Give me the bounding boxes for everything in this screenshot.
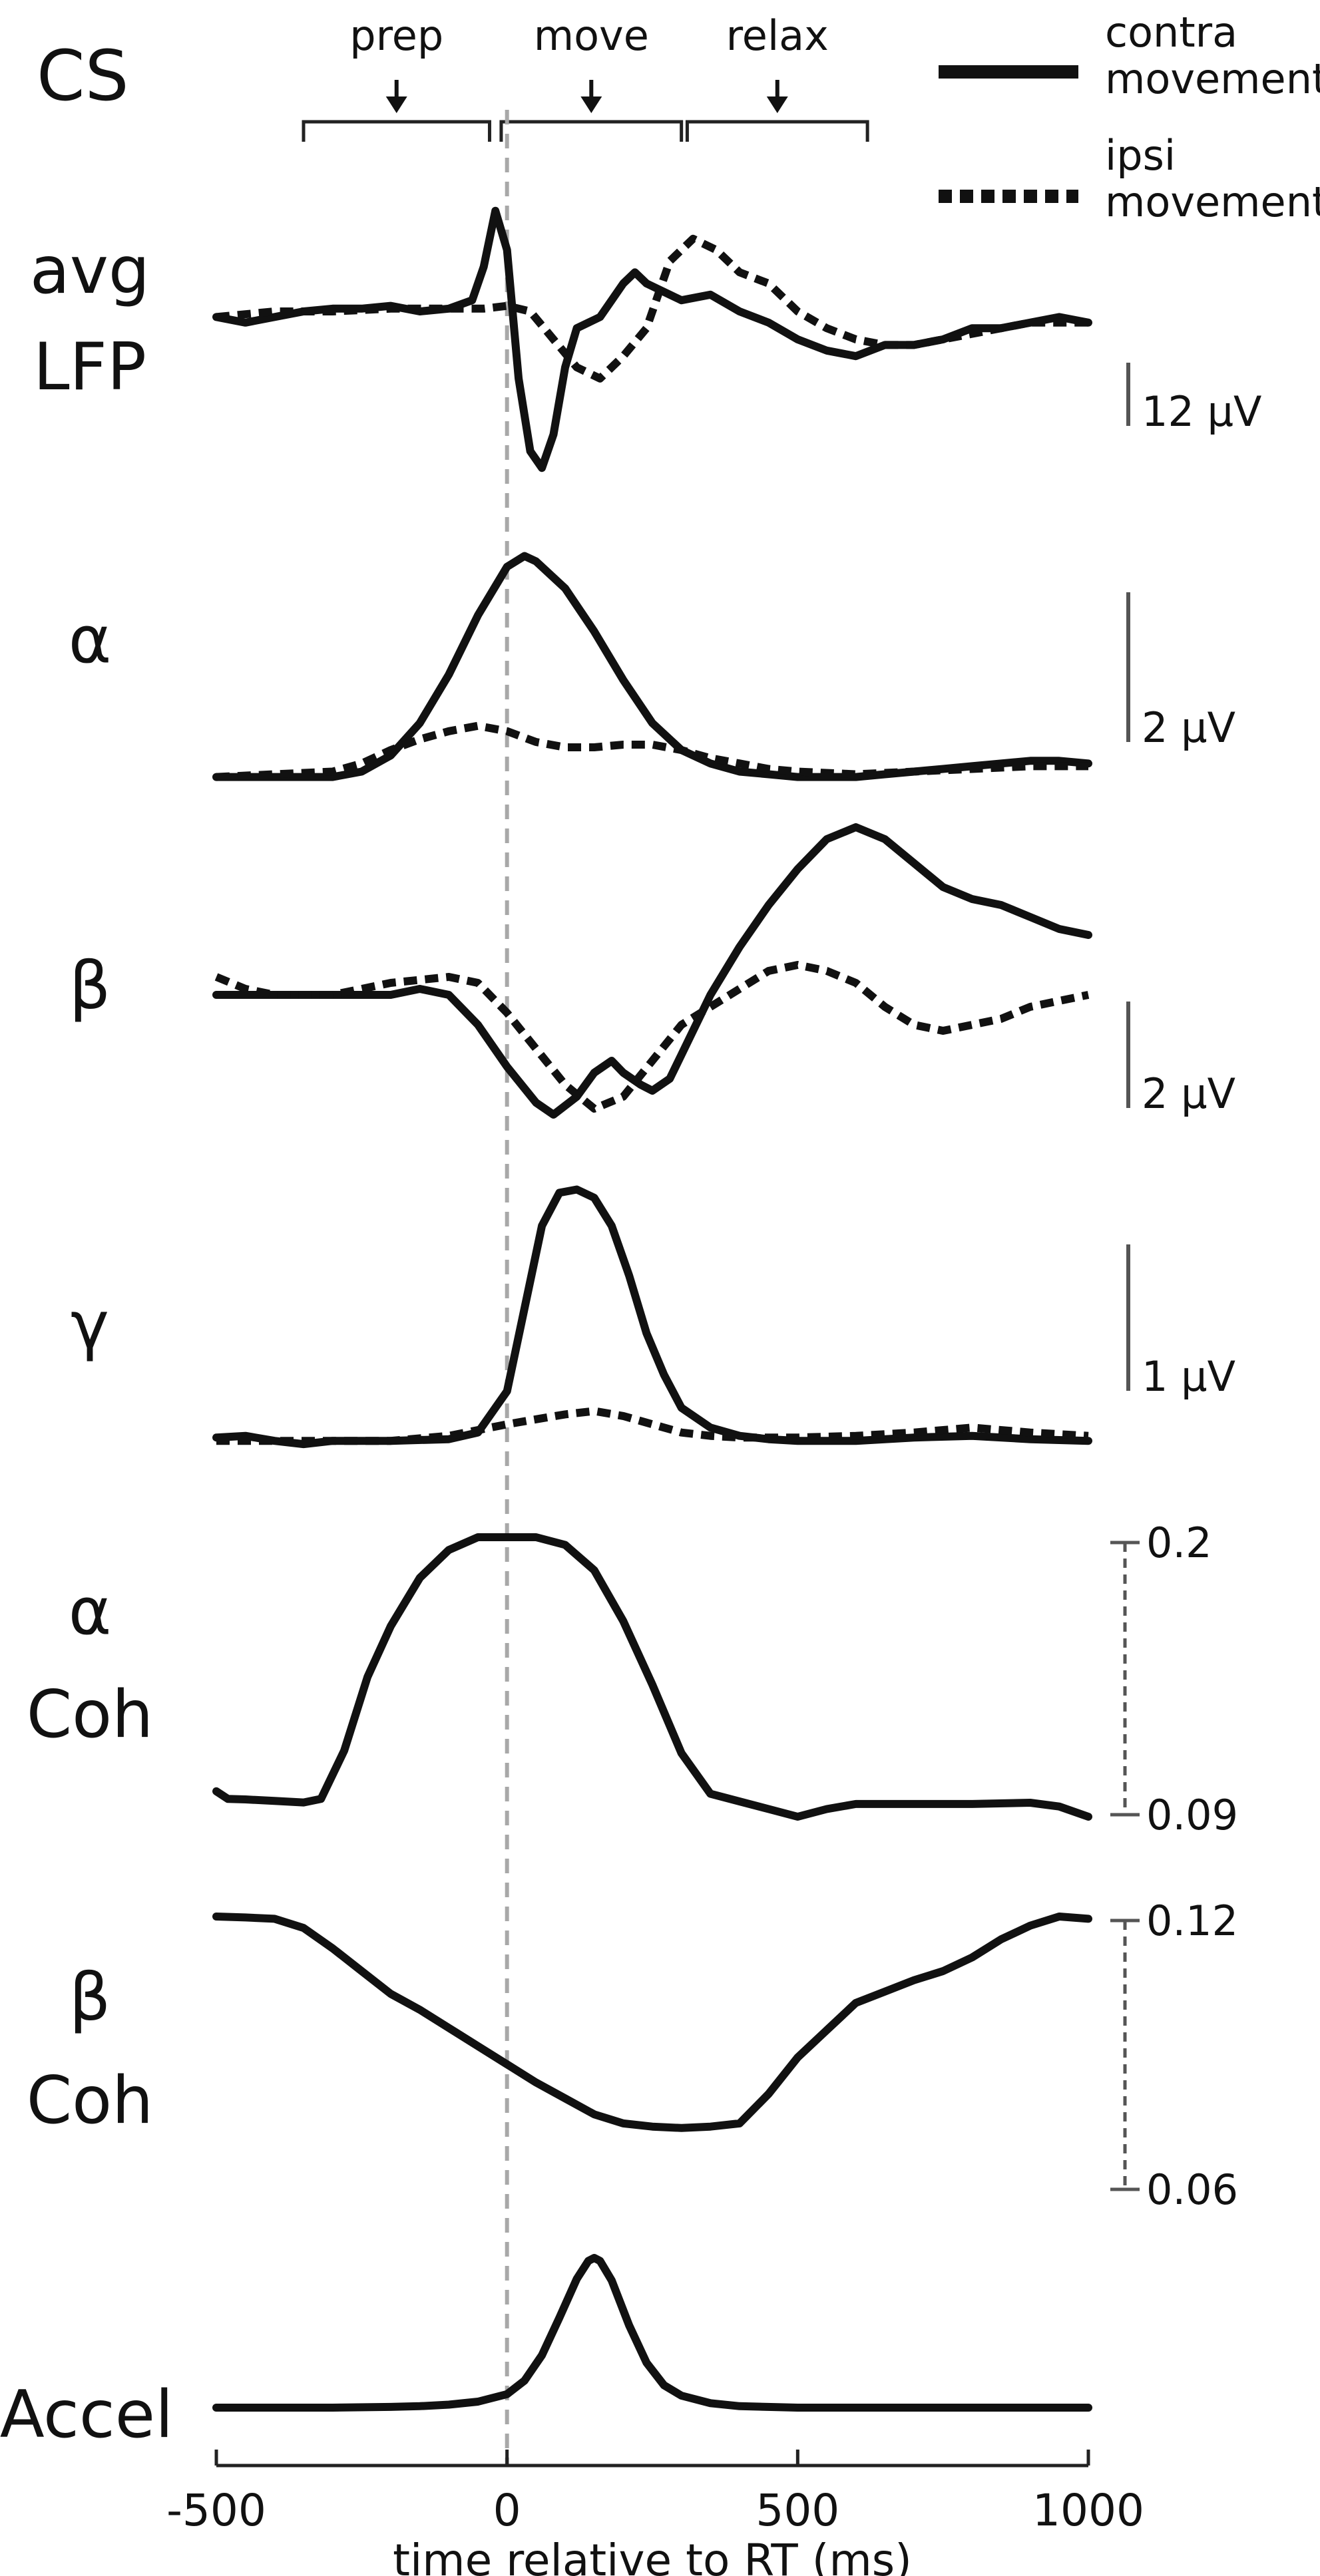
trace-alpha-contra: [212, 552, 1092, 781]
legend-ipsi-line1: ipsi: [1105, 131, 1176, 180]
trace-accel-contra: [212, 2254, 1092, 2412]
trace-beta-coh-contra: [212, 1913, 1092, 2132]
trace-lfp-ipsi: [216, 234, 1088, 383]
x-tick-label-1: 0: [493, 2485, 521, 2536]
panel-label-accel-0: Accel: [0, 2377, 173, 2453]
trace-beta-contra: [212, 823, 1092, 1119]
panel-label-alpha-0: α: [69, 602, 112, 678]
trace-alpha-ipsi: [216, 721, 1088, 781]
range-tick-label-beta-coh-1: 0.06: [1146, 2165, 1238, 2214]
x-axis: time relative to RT (ms) -500 0 500 1000: [166, 2450, 1144, 2576]
panel-label-alpha-coh-0: α: [69, 1574, 112, 1650]
legend-contra-line1: contra: [1105, 8, 1237, 57]
phase-arrow-icon-move: [580, 96, 602, 113]
panel-lfp: avg LFP 12 μV: [30, 206, 1261, 472]
range-tick-label-alpha-coh-0: 0.2: [1146, 1519, 1212, 1567]
trace-gamma-ipsi: [216, 1407, 1089, 1445]
trace-alpha-coh-contra: [212, 1533, 1092, 1821]
scale-bar-label-gamma: 1 μV: [1142, 1352, 1235, 1401]
scale-bar-label-beta: 2 μV: [1142, 1069, 1235, 1118]
panel-accel: Accel: [0, 2254, 1092, 2453]
scale-bar-label-lfp: 12 μV: [1142, 387, 1261, 436]
phase-arrow-icon-prep: [385, 96, 407, 113]
range-tick-label-beta-coh-0: 0.12: [1146, 1897, 1238, 1945]
panel-alpha: α 2 μV: [69, 552, 1235, 781]
phase-bracket-relax: [685, 120, 869, 142]
panel-label-beta-coh-1: Coh: [27, 2063, 154, 2139]
condition-label: CS: [37, 35, 129, 116]
phase-bracket-prep: [302, 120, 491, 142]
trace-beta-ipsi: [214, 961, 1090, 1113]
panels: avg LFP 12 μV α 2 μV β 2 μV γ 1 μV α Coh 0.2 0.09 β Co…: [0, 206, 1261, 2453]
panel-label-lfp-1: LFP: [33, 329, 146, 405]
x-tick-label-3: 1000: [1032, 2485, 1144, 2536]
phase-label-move: move: [534, 11, 649, 60]
trace-gamma-contra: [212, 1185, 1092, 1449]
panel-label-alpha-coh-1: Coh: [27, 1677, 154, 1753]
panel-label-lfp-0: avg: [30, 233, 150, 309]
x-axis-title: time relative to RT (ms): [393, 2535, 912, 2576]
range-tick-label-alpha-coh-1: 0.09: [1146, 1791, 1238, 1839]
phase-label-relax: relax: [726, 11, 829, 60]
phase-label-prep: prep: [349, 11, 443, 60]
phase-brackets: prep move relax: [302, 11, 869, 142]
legend: contra movement ipsi movement: [939, 8, 1320, 226]
panel-label-beta-0: β: [69, 948, 111, 1024]
legend-ipsi-line2: movement: [1105, 178, 1320, 226]
phase-bracket-move: [499, 120, 684, 142]
scale-bar-label-alpha: 2 μV: [1142, 703, 1235, 752]
legend-contra-line2: movement: [1105, 55, 1320, 103]
panel-gamma: γ 1 μV: [71, 1185, 1235, 1449]
figure-header: CS prep move relax contra movement ipsi mo…: [37, 8, 1320, 226]
panel-beta-coh: β Coh 0.12 0.06: [27, 1897, 1238, 2214]
panel-alpha-coh: α Coh 0.2 0.09: [27, 1519, 1238, 1839]
phase-arrow-icon-relax: [766, 96, 788, 113]
panel-beta: β 2 μV: [69, 823, 1235, 1119]
panel-label-beta-coh-0: β: [69, 1960, 111, 2036]
x-tick-label-2: 500: [756, 2485, 839, 2536]
x-tick-label-0: -500: [166, 2485, 266, 2536]
panel-label-gamma-0: γ: [71, 1288, 109, 1364]
